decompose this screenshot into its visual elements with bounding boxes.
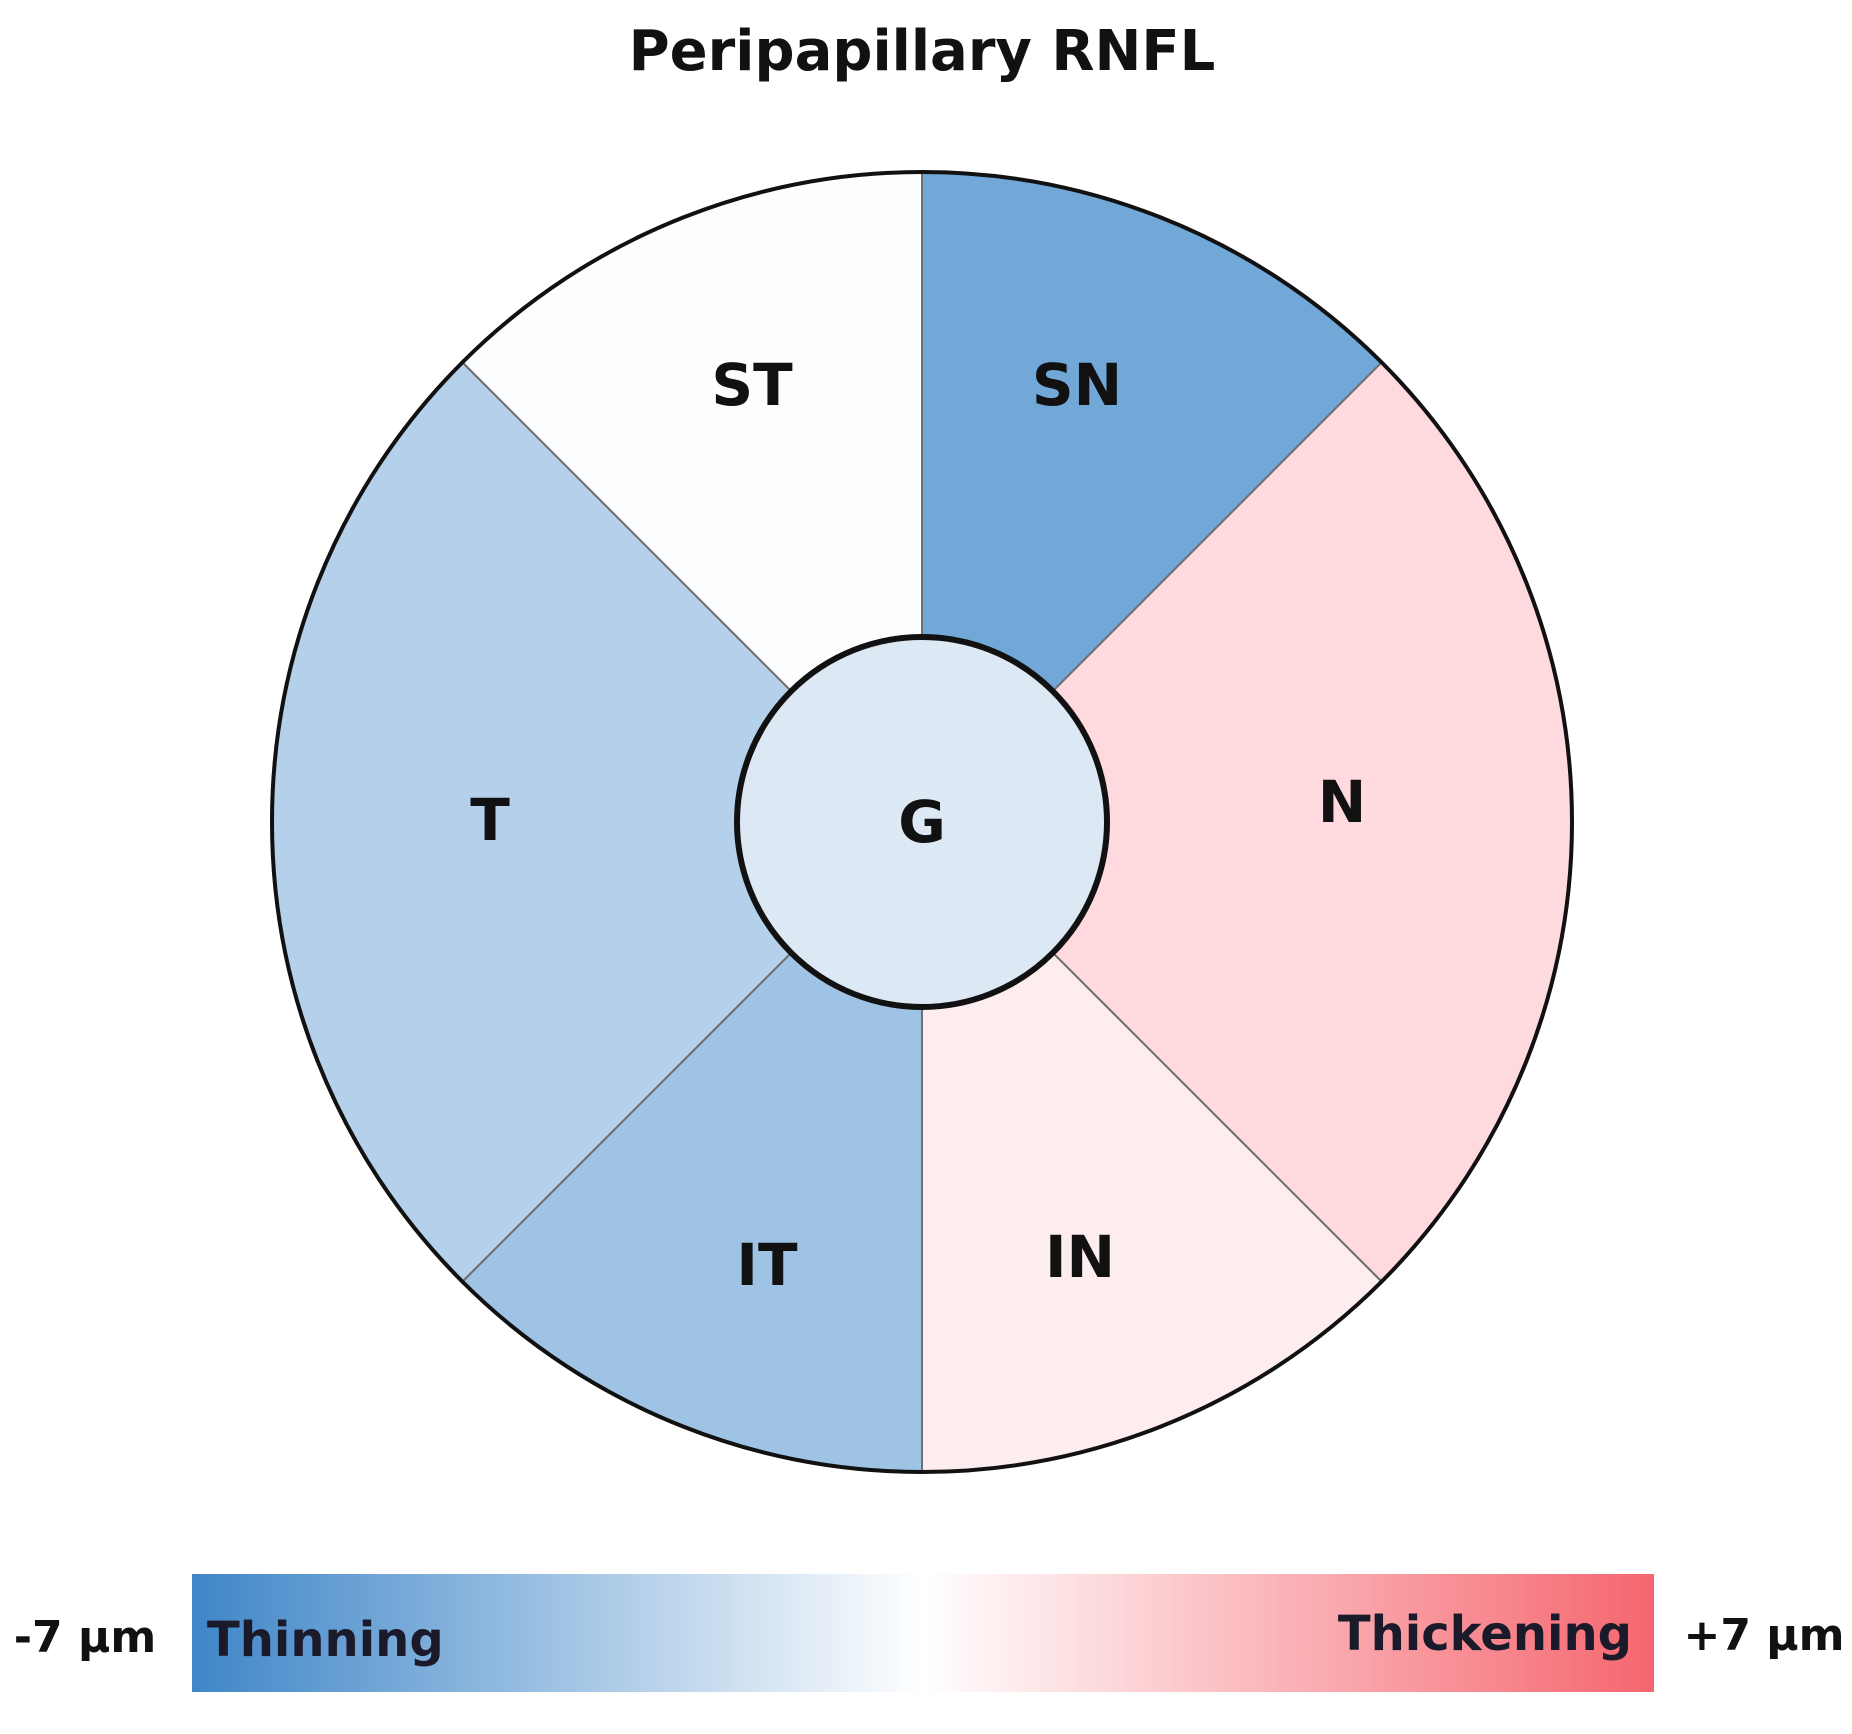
sector-label-n: N <box>1318 768 1367 836</box>
center-label-g: G <box>898 788 946 856</box>
sector-label-in: IN <box>1045 1223 1115 1291</box>
colorbar-thickening-label: Thickening <box>1338 1606 1632 1662</box>
colorbar-thinning-label: Thinning <box>207 1612 444 1668</box>
global-center-circle <box>734 634 1110 1010</box>
sector-label-st: ST <box>711 351 793 419</box>
colorbar-gradient <box>192 1574 1654 1692</box>
outer-ring-outline <box>270 170 1574 1474</box>
colorbar-max-label: +7 µm <box>1683 1610 1844 1661</box>
sector-label-sn: SN <box>1032 351 1122 419</box>
colorbar-min-label: -7 µm <box>14 1612 156 1663</box>
sector-label-t: T <box>470 786 510 854</box>
figure-title: Peripapillary RNFL <box>629 19 1216 84</box>
sector-label-it: IT <box>736 1231 798 1299</box>
colorbar-legend: -7 µm Thinning Thickening +7 µm <box>14 1574 1845 1692</box>
